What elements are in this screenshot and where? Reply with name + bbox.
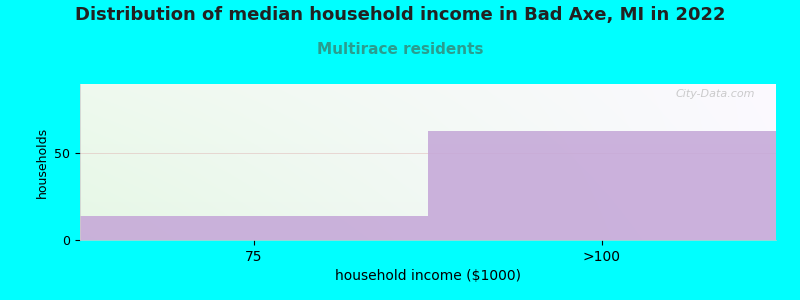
Bar	[428, 131, 776, 240]
Text: Multirace residents: Multirace residents	[317, 42, 483, 57]
X-axis label: household income ($1000): household income ($1000)	[335, 269, 521, 283]
Text: Distribution of median household income in Bad Axe, MI in 2022: Distribution of median household income …	[74, 6, 726, 24]
Bar	[80, 216, 428, 240]
Text: City-Data.com: City-Data.com	[676, 89, 755, 99]
Y-axis label: households: households	[36, 126, 49, 198]
